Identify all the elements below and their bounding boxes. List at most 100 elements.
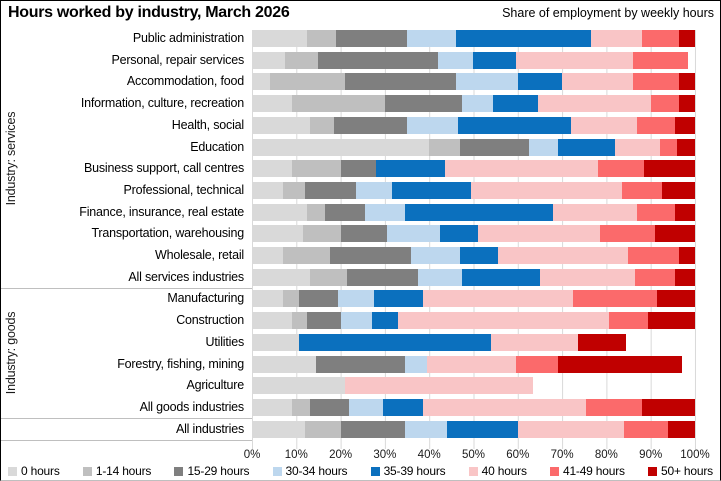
industry-row: All services industries [1, 268, 695, 286]
bar-segment [356, 181, 392, 199]
bar-segment [668, 420, 695, 438]
industry-row: Forestry, fishing, mining [1, 355, 695, 373]
stacked-bar [252, 398, 695, 416]
bar-segment [407, 30, 456, 47]
bar-segment [515, 51, 633, 69]
bar-segment [637, 116, 675, 134]
bar-segment [635, 268, 675, 286]
bar-segment [309, 116, 334, 134]
group-separator [1, 439, 252, 441]
bar-segment [347, 268, 419, 286]
stacked-bar [252, 333, 695, 351]
industry-label: Professional, technical [123, 182, 245, 197]
legend-swatch [82, 466, 92, 476]
industry-row: Accommodation, food [1, 73, 695, 91]
bar-segment [422, 398, 587, 416]
bar-segment [628, 247, 680, 264]
bar-segment [557, 355, 682, 373]
bar-segment [371, 312, 399, 330]
bar-segment [373, 290, 423, 308]
bar-segment [457, 116, 571, 134]
stacked-bar [252, 312, 695, 330]
bar-segment [252, 225, 303, 243]
industry-label: Health, social [171, 117, 244, 132]
bar-segment [407, 116, 458, 134]
legend-swatch [174, 466, 184, 476]
legend-label: 30-34 hours [285, 464, 348, 478]
bar-segment [632, 51, 689, 69]
bar-segment [252, 95, 292, 113]
stacked-bar [252, 377, 695, 395]
industry-row: Manufacturing [1, 290, 695, 308]
industry-row: Wholesale, retail [1, 247, 695, 264]
bar-segment [460, 138, 529, 156]
industry-row: Information, culture, recreation [1, 95, 695, 113]
bar-segment [422, 290, 574, 308]
industry-row: Public administration [1, 30, 695, 47]
bar-segment [252, 420, 306, 438]
bar-segment [429, 138, 461, 156]
industry-label: All services industries [128, 269, 244, 284]
bar-segment [460, 247, 498, 264]
bar-segment [252, 312, 292, 330]
axis-tick-label: 30% [373, 449, 397, 461]
axis-tick-label: 10% [284, 449, 308, 461]
bar-segment [252, 398, 292, 416]
bar-segment [329, 247, 412, 264]
bar-segment [497, 247, 629, 264]
bar-segment [252, 51, 286, 69]
stacked-bar [252, 247, 695, 264]
bar-segment [318, 51, 439, 69]
industry-label: Finance, insurance, real estate [79, 204, 244, 219]
bar-segment [398, 312, 609, 330]
bar-segment [252, 160, 292, 178]
bar-segment [644, 160, 695, 178]
bar-segment [455, 73, 518, 91]
chart-subtitle: Share of employment by weekly hours [502, 6, 714, 20]
bar-segment [539, 268, 636, 286]
axis-tick-label: 40% [417, 449, 441, 461]
legend-item: 41-49 hours [549, 464, 625, 478]
legend-label: 40 hours [481, 464, 527, 478]
bar-segment [679, 247, 695, 264]
bar-segment [577, 333, 627, 351]
industry-label: Utilities [205, 334, 245, 349]
industry-row: Agriculture [1, 377, 695, 395]
legend-swatch [468, 466, 478, 476]
industry-label: Business support, call centres [83, 161, 244, 176]
bar-segment [309, 268, 348, 286]
industry-row: Health, social [1, 116, 695, 134]
bar-segment [340, 420, 405, 438]
industry-row: Finance, insurance, real estate [1, 203, 695, 221]
bar-segment [283, 290, 299, 308]
bar-segment [291, 398, 310, 416]
bar-segment [411, 247, 461, 264]
bar-segment [659, 138, 678, 156]
group-label: Industry: services [4, 111, 18, 206]
group-separator [1, 418, 252, 420]
bar-segment [553, 203, 638, 221]
bar-segment [573, 290, 658, 308]
bar-segment [309, 398, 350, 416]
legend-label: 50+ hours [661, 464, 713, 478]
legend-label: 41-49 hours [562, 464, 625, 478]
axis-tick-label: 0% [243, 449, 261, 461]
legend-swatch [272, 466, 282, 476]
bar-segment [340, 225, 388, 243]
bar-segment [632, 73, 680, 91]
bar-segment [345, 73, 456, 91]
industry-row: Business support, call centres [1, 160, 695, 178]
bar-segment [679, 30, 695, 47]
industry-row: Construction [1, 312, 695, 330]
bar-segment [307, 30, 337, 47]
stacked-bar [252, 51, 695, 69]
bar-segment [336, 30, 408, 47]
bar-segment [338, 290, 374, 308]
bar-segment [404, 420, 447, 438]
bar-segment [291, 312, 308, 330]
legend-item: 15-29 hours [174, 464, 249, 478]
stacked-bar [252, 138, 695, 156]
industry-row: All industries [1, 420, 695, 438]
bar-segment [473, 51, 516, 69]
